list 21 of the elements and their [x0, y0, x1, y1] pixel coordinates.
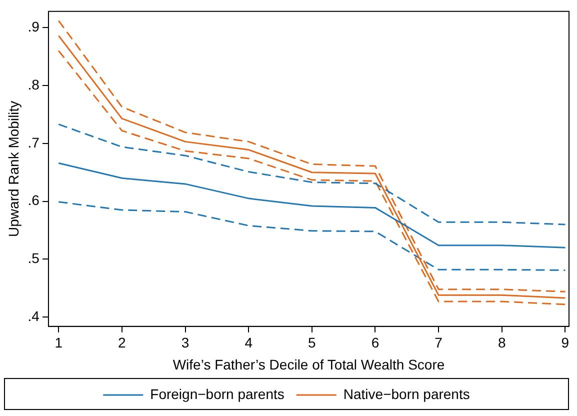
legend-label: Native−born parents: [343, 386, 470, 402]
y-tick-label: .9: [28, 18, 40, 34]
x-tick-label: 9: [561, 334, 570, 351]
y-axis-title: Upward Rank Mobility: [5, 100, 22, 237]
x-tick-label: 4: [244, 334, 253, 351]
x-tick-label: 1: [54, 334, 63, 351]
x-tick-label: 6: [371, 334, 380, 351]
y-tick-label: .5: [28, 250, 40, 266]
line-series: [58, 201, 566, 271]
x-tick-label: 8: [498, 334, 506, 351]
y-tick-label: .4: [28, 308, 40, 324]
legend-label: Foreign−born parents: [150, 386, 284, 402]
line-series: [58, 124, 566, 226]
x-tick-label: 3: [181, 334, 190, 351]
x-tick-label: 5: [308, 334, 316, 351]
y-tick-label: .7: [28, 134, 40, 150]
x-tick-label: 2: [118, 334, 126, 351]
y-tick-label: .8: [28, 76, 40, 92]
y-tick-label: .6: [28, 192, 40, 208]
x-tick-label: 7: [434, 334, 443, 351]
x-axis-title: Wife’s Father’s Decile of Total Wealth Score: [172, 356, 445, 372]
